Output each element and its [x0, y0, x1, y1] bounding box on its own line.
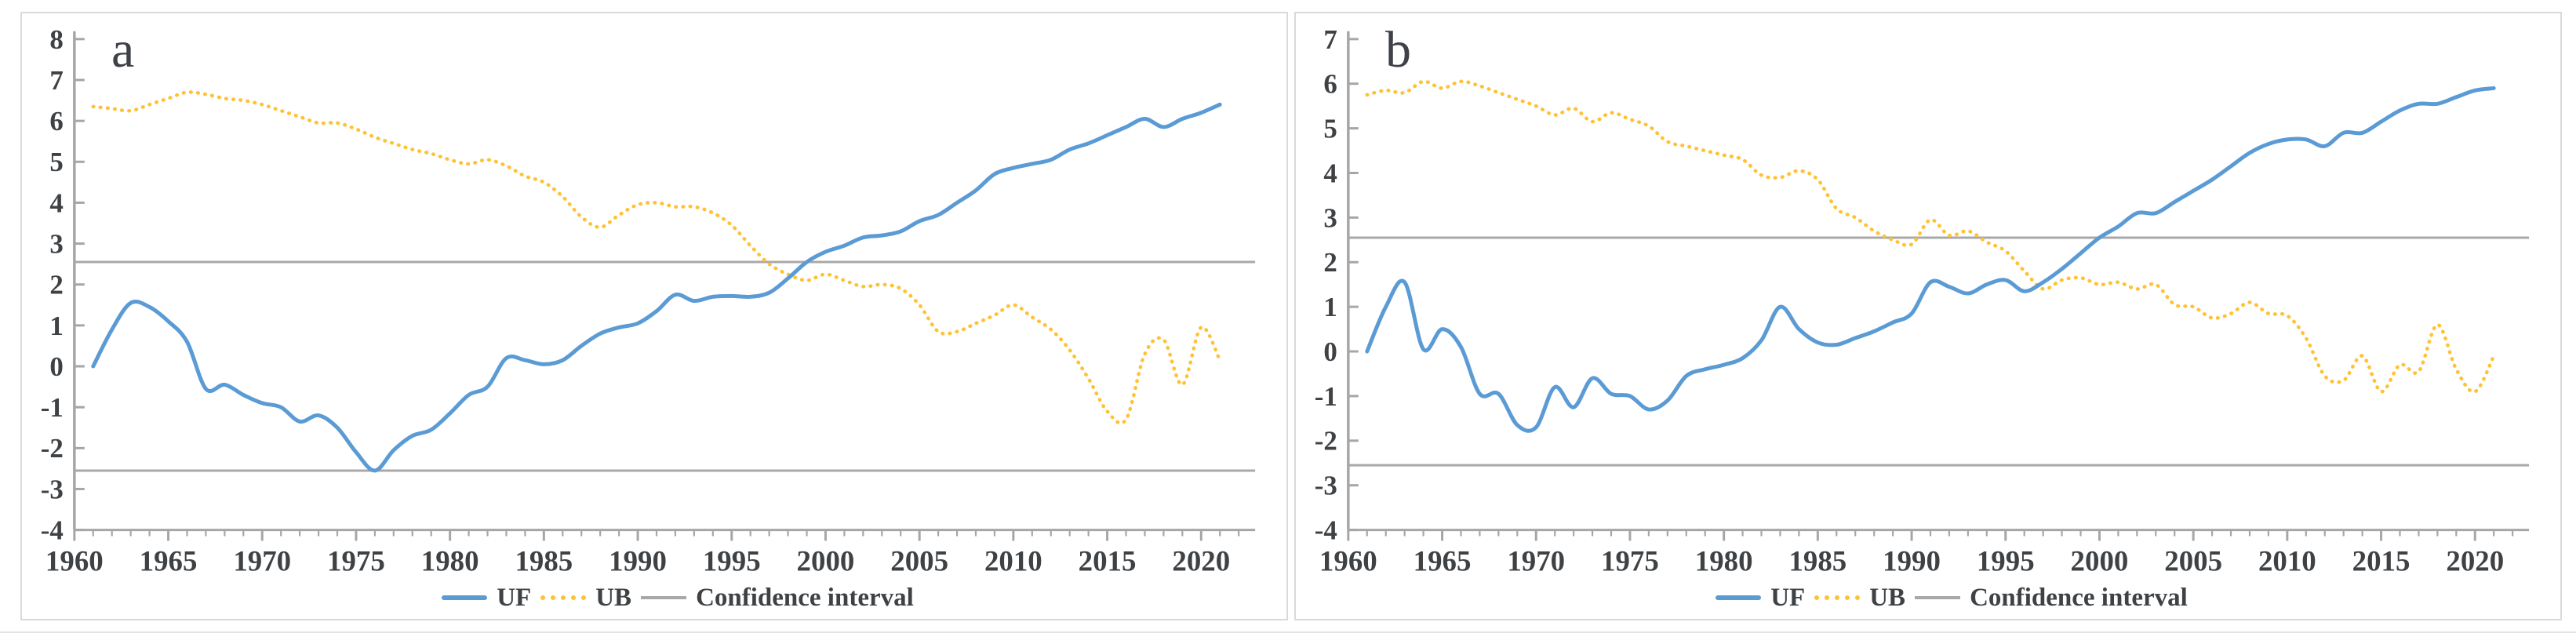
panel-a-letter: a — [111, 21, 135, 78]
x-tick-label: 2010 — [984, 544, 1042, 577]
legend-ub-label: UB — [595, 583, 632, 612]
panel-b-letter: b — [1385, 21, 1411, 78]
y-tick-label: 1 — [1323, 292, 1337, 322]
x-tick-label: 2015 — [2352, 544, 2410, 577]
y-tick-label: 0 — [49, 351, 63, 382]
y-tick-label: 7 — [49, 65, 63, 96]
y-tick-label: -3 — [41, 474, 64, 504]
confidence-interval-swatch-icon — [1915, 596, 1961, 599]
ub-series-line — [1365, 79, 2496, 394]
uf-series-line — [1365, 85, 2496, 433]
y-tick-label: 6 — [1323, 69, 1337, 100]
uf-line-swatch-icon — [1716, 595, 1762, 600]
x-tick-label: 1975 — [327, 544, 385, 577]
chart-panel-a: 8 7 6 5 4 3 2 1 0 -1 -2 -3 -4 1960 1965 1970 1975 1980 198… — [20, 12, 1288, 620]
y-tick-label: 7 — [1323, 24, 1337, 55]
y-tick-label: -1 — [1315, 381, 1337, 412]
y-tick-label: -2 — [41, 433, 64, 464]
y-tick-label: 6 — [49, 106, 63, 136]
x-tick-label: 2000 — [2071, 544, 2129, 577]
x-tick-label: 2005 — [2164, 544, 2222, 577]
legend-ub-label: UB — [1869, 583, 1906, 612]
legend-ci-label: Confidence interval — [696, 583, 914, 612]
legend-uf-label: UF — [1770, 583, 1806, 612]
legend-a: UF UB Confidence interval — [69, 581, 1286, 614]
x-tick-label: 1995 — [703, 544, 761, 577]
y-tick-label: -3 — [1315, 471, 1337, 501]
y-tick-label: 5 — [1323, 114, 1337, 144]
x-tick-label: 2010 — [2258, 544, 2316, 577]
x-tick-label: 2020 — [1172, 544, 1230, 577]
x-tick-label: 2005 — [890, 544, 948, 577]
x-tick-label: 1990 — [609, 544, 667, 577]
ub-dotted-swatch-icon — [1814, 595, 1861, 600]
x-tick-label: 1985 — [1788, 544, 1846, 577]
ub-dotted-swatch-icon — [540, 595, 587, 600]
x-tick-label: 1980 — [1695, 544, 1753, 577]
y-tick-label: 4 — [49, 187, 63, 218]
y-tick-label: 1 — [49, 311, 63, 341]
uf-line-swatch-icon — [442, 595, 488, 600]
x-tick-label: 1975 — [1601, 544, 1659, 577]
x-tick-label: 2020 — [2446, 544, 2504, 577]
x-tick-label: 1995 — [1977, 544, 2035, 577]
x-tick-label: 2015 — [1079, 544, 1137, 577]
y-tick-label: 2 — [49, 270, 63, 300]
y-tick-label: 4 — [1323, 158, 1337, 188]
x-tick-label: 1970 — [1507, 544, 1565, 577]
x-tick-label: 1980 — [421, 544, 479, 577]
y-tick-label: 5 — [49, 147, 63, 177]
x-tick-label: 2000 — [797, 544, 855, 577]
legend-uf-label: UF — [497, 583, 532, 612]
confidence-interval-swatch-icon — [641, 596, 687, 599]
x-tick-label: 1970 — [233, 544, 291, 577]
x-tick-label: 1965 — [1414, 544, 1472, 577]
x-tick-label: 1965 — [140, 544, 198, 577]
y-tick-label: 8 — [49, 24, 63, 55]
legend-b: UF UB Confidence interval — [1343, 581, 2560, 614]
x-tick-label: 1960 — [45, 544, 104, 577]
y-tick-label: 2 — [1323, 247, 1337, 278]
y-tick-label: 3 — [49, 229, 63, 260]
y-tick-label: -4 — [1315, 515, 1337, 546]
x-tick-label: 1985 — [515, 544, 573, 577]
y-tick-label: -2 — [1315, 426, 1337, 457]
y-tick-label: -1 — [41, 392, 64, 423]
y-tick-label: -4 — [41, 515, 64, 546]
y-tick-label: 0 — [1323, 337, 1337, 367]
x-tick-label: 1990 — [1883, 544, 1941, 577]
legend-ci-label: Confidence interval — [1970, 583, 2188, 612]
uf-series-line — [91, 102, 1222, 473]
chart-panel-b: 7 6 5 4 3 2 1 0 -1 -2 -3 -4 1960 1965 1970 1975 1980 1985… — [1294, 12, 2562, 620]
ub-series-line — [91, 90, 1222, 425]
y-tick-label: 3 — [1323, 202, 1337, 233]
x-tick-label: 1960 — [1319, 544, 1377, 577]
